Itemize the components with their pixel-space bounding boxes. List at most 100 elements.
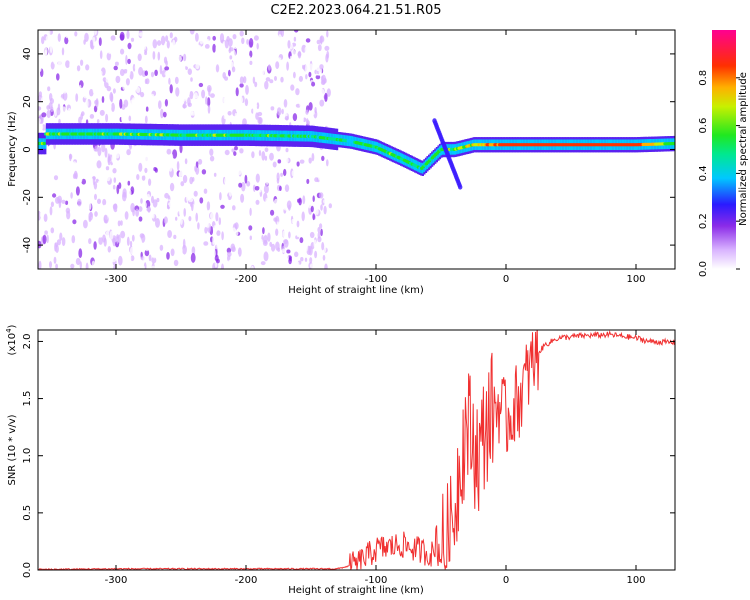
noise-speckle [308,110,312,121]
noise-speckle [269,99,274,105]
noise-speckle [84,32,89,43]
noise-speckle [286,61,289,71]
noise-speckle [65,184,69,192]
noise-speckle [184,216,189,225]
noise-speckle [108,262,112,269]
noise-speckle [88,212,93,221]
noise-speckle [45,35,51,43]
noise-speckle [181,31,187,37]
noise-speckle [239,177,242,185]
noise-speckle [246,39,250,45]
noise-speckle [122,188,127,198]
noise-speckle [104,147,108,158]
noise-speckle [301,69,305,75]
noise-speckle [251,151,255,159]
noise-speckle [259,187,262,193]
noise-speckle [136,86,141,94]
noise-speckle [242,250,247,257]
noise-speckle [304,45,310,55]
colorbar-tick-label: 0.6 [698,118,709,134]
noise-speckle [209,155,215,162]
noise-speckle [40,224,44,230]
noise-speckle [228,69,231,77]
noise-speckle [291,49,296,56]
noise-speckle [195,249,200,258]
noise-speckle [74,101,78,110]
noise-speckle [69,61,72,69]
noise-speckle [49,163,52,171]
noise-speckle [107,246,112,253]
noise-speckle [201,89,206,99]
noise-speckle [92,232,95,239]
noise-speckle [101,142,106,153]
noise-speckle [39,124,44,130]
noise-speckle [268,259,272,265]
noise-speckle [208,165,212,173]
noise-speckle [216,242,221,250]
noise-speckle [59,97,64,104]
noise-speckle [164,222,168,232]
noise-speckle [189,263,193,269]
noise-speckle [92,36,96,46]
noise-speckle [308,157,312,164]
noise-speckle [243,237,247,243]
noise-speckle [97,232,103,238]
noise-speckle [120,55,124,66]
noise-speckle [51,78,56,88]
noise-speckle [205,96,208,105]
noise-speckle [326,159,329,167]
noise-speckle [247,174,250,183]
noise-speckle [148,254,152,262]
noise-speckle [87,169,90,177]
noise-speckle [107,44,113,54]
noise-speckle [314,177,319,183]
noise-speckle [242,263,245,269]
noise-speckle [191,201,194,212]
noise-speckle [41,112,47,118]
noise-speckle [97,70,103,77]
noise-speckle [98,37,102,46]
y-tick-label: 0.5 [22,505,33,521]
noise-speckle [95,98,99,108]
noise-speckle [150,241,155,250]
noise-speckle [293,263,298,269]
noise-speckle [112,168,117,174]
noise-speckle [106,52,112,61]
noise-speckle [116,234,119,244]
noise-speckle [287,172,291,183]
noise-speckle [174,76,179,85]
noise-speckle [228,38,233,47]
noise-speckle [273,30,279,36]
noise-speckle [324,263,328,269]
noise-speckle [242,104,246,110]
noise-speckle [289,55,293,63]
noise-speckle [247,252,253,259]
noise-speckle [273,198,279,208]
colorbar-tick-label: 0.0 [698,261,709,277]
noise-speckle [136,150,142,160]
noise-speckle [99,50,103,60]
noise-speckle [321,155,325,161]
noise-speckle [288,204,291,211]
noise-speckle [196,95,200,105]
noise-speckle [244,174,248,184]
noise-speckle [215,212,219,222]
noise-speckle [310,205,314,213]
noise-speckle [88,238,92,245]
noise-speckle [187,68,192,75]
noise-speckle [224,76,229,81]
noise-speckle [173,259,179,267]
noise-speckle [160,108,164,119]
noise-speckle [183,208,186,217]
noise-speckle [275,228,279,236]
noise-speckle [97,198,101,204]
noise-speckle [299,98,302,108]
noise-speckle [233,39,238,50]
noise-speckle [276,172,280,181]
noise-speckle [256,102,260,110]
noise-speckle [61,47,65,56]
noise-speckle [74,55,79,62]
noise-speckle [106,85,112,92]
x-tick-label: -100 [365,575,388,586]
